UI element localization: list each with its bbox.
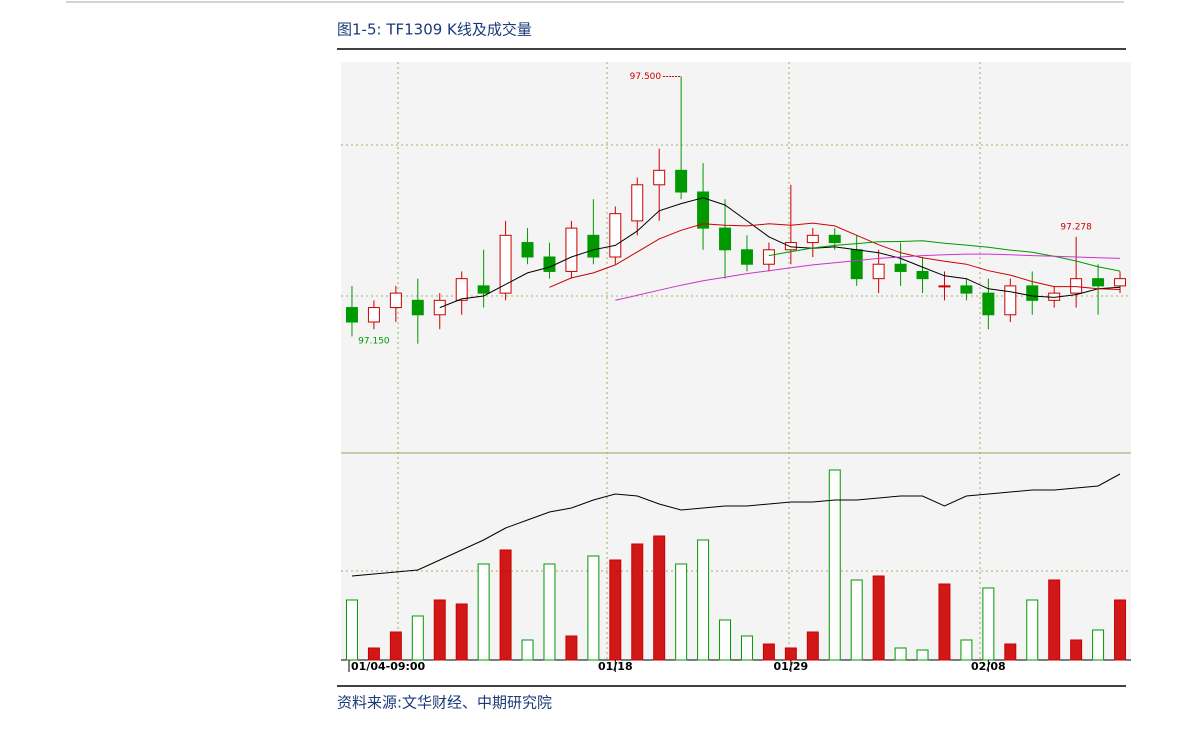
- candle-body: [960, 285, 973, 294]
- candle-body: [521, 242, 534, 258]
- x-tick-label: 01/29: [774, 660, 809, 673]
- plot-area: [341, 62, 1131, 660]
- open-interest-line: [351, 473, 1121, 577]
- volume-bar: [916, 649, 929, 661]
- annotation: 97.150: [358, 337, 390, 347]
- volume-bar: [697, 539, 710, 661]
- volume-bar: [609, 559, 622, 661]
- volume-bar: [982, 587, 995, 661]
- volume-bar: [675, 563, 688, 661]
- candle-body: [455, 278, 468, 301]
- volume-bar: [894, 647, 907, 661]
- volume-bar: [389, 631, 402, 661]
- x-tick-label: 01/18: [598, 660, 633, 673]
- grid: [341, 62, 1131, 660]
- volume-bar: [960, 639, 973, 661]
- candle-body: [916, 270, 929, 280]
- volume-bar: [345, 599, 358, 661]
- candle-body: [587, 234, 600, 258]
- date-strip: [341, 660, 1131, 680]
- candle-body: [894, 263, 907, 272]
- candle-body: [653, 169, 666, 186]
- volume-bar: [784, 647, 797, 661]
- x-tick-label: 01/04-09:00: [351, 660, 426, 673]
- candle-body: [740, 249, 753, 265]
- candle-body: [565, 227, 578, 272]
- candle-body: [1092, 278, 1105, 287]
- volume-bar: [850, 579, 863, 661]
- plot: 97.500 97.278 97.150 01/04-09:00 01/18 01/29 0…: [345, 72, 1127, 673]
- candle-body: [1070, 278, 1083, 294]
- volume-bar: [499, 549, 512, 661]
- candle-body: [1026, 285, 1039, 301]
- volume-bar: [762, 643, 775, 661]
- candle-body: [389, 292, 402, 309]
- candle-body: [872, 263, 885, 280]
- volume-bar: [565, 635, 578, 661]
- candle-body: [806, 234, 819, 244]
- candle-body: [784, 242, 797, 251]
- volume-bar: [719, 619, 732, 661]
- volume-bar: [653, 535, 666, 661]
- candle-body: [609, 213, 622, 258]
- candle-body: [1004, 285, 1017, 316]
- volume-bar: [1092, 629, 1105, 661]
- candle-body: [719, 227, 732, 251]
- candle-body: [828, 234, 841, 244]
- x-tick-label: 02/08: [971, 660, 1006, 673]
- volume-bar: [828, 469, 841, 661]
- volume-bar: [433, 599, 446, 661]
- volume-bar: [1004, 643, 1017, 661]
- volume-bar: [872, 575, 885, 661]
- annotation: 97.500: [630, 72, 662, 82]
- volume-bar: [1070, 639, 1083, 661]
- candle-body: [499, 234, 512, 294]
- candle-body: [1114, 278, 1127, 287]
- volume-bar: [740, 635, 753, 661]
- source: 资料来源:文华财经、中期研究院: [337, 694, 552, 712]
- moving-average: [439, 197, 1121, 309]
- chart-title: 图1-5: TF1309 K线及成交量: [337, 21, 532, 39]
- volume-bar: [411, 615, 424, 661]
- volume-bar: [1114, 599, 1127, 661]
- candle-body: [938, 285, 951, 288]
- moving-average: [549, 222, 1121, 290]
- candle-body: [982, 292, 995, 316]
- candle-body: [477, 285, 490, 294]
- moving-average: [615, 253, 1121, 301]
- candle-body: [697, 191, 710, 229]
- volume-bar: [477, 563, 490, 661]
- volume-bar: [587, 555, 600, 661]
- volume-bar: [1026, 599, 1039, 661]
- candle-body: [411, 299, 424, 316]
- candle-body: [367, 307, 380, 323]
- volume-bar: [631, 543, 644, 661]
- volume-bar: [543, 563, 556, 661]
- volume-bar: [938, 583, 951, 661]
- candle-body: [345, 307, 358, 323]
- volume-bar: [806, 631, 819, 661]
- candle-body: [631, 184, 644, 222]
- candle-body: [543, 256, 556, 272]
- volume-bar: [455, 603, 468, 661]
- candle-body: [675, 169, 688, 193]
- volume-bar: [367, 647, 380, 661]
- candle-body: [762, 249, 775, 265]
- candle-body: [433, 299, 446, 316]
- volume-bar: [521, 639, 534, 661]
- annotation: 97.278: [1060, 222, 1092, 232]
- volume-bar: [1048, 579, 1061, 661]
- moving-average: [768, 240, 1121, 272]
- candle-body: [850, 249, 863, 280]
